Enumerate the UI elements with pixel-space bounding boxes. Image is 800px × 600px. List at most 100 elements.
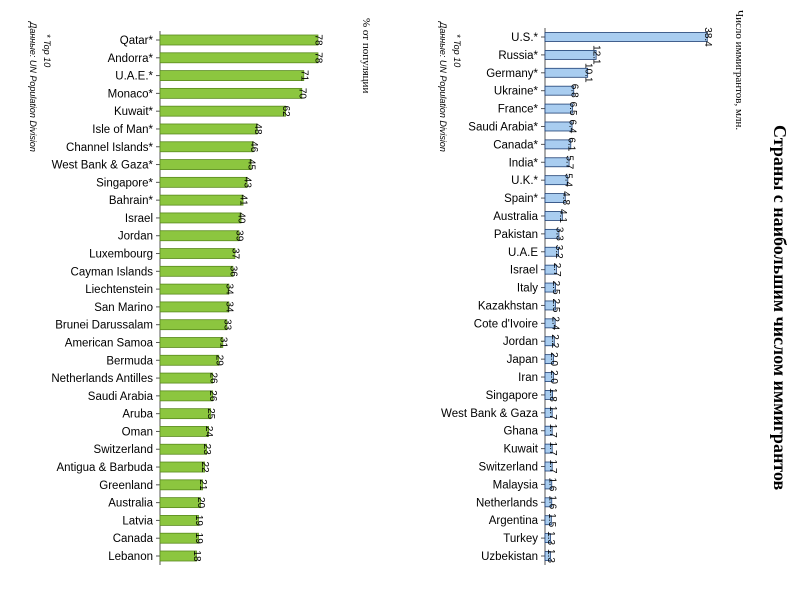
category-label: Pakistan	[494, 229, 538, 241]
category-label: Switzerland	[479, 462, 538, 474]
value-label: 48	[252, 123, 263, 135]
bar	[159, 532, 199, 544]
value-label: 1.7	[547, 406, 558, 420]
bar	[544, 264, 557, 275]
category-label: West Bank & Gaza	[441, 408, 539, 420]
bar	[544, 103, 573, 114]
value-label: 78	[313, 52, 324, 64]
bar	[544, 157, 570, 168]
value-label: 1.7	[547, 424, 558, 438]
value-label: 45	[246, 159, 257, 171]
value-label: 21	[197, 479, 208, 491]
value-label: 1.7	[547, 460, 558, 474]
value-label: 4.8	[560, 191, 571, 205]
category-label: Cayman Islands	[71, 266, 154, 278]
category-label: Turkey	[503, 533, 538, 545]
value-label: 5.7	[564, 155, 575, 169]
value-label: 24	[203, 426, 214, 438]
bar	[159, 123, 258, 135]
category-label: Argentina	[489, 515, 539, 527]
bar	[159, 461, 205, 473]
category-label: Lebanon	[108, 551, 153, 563]
bar	[159, 497, 201, 509]
bar	[159, 70, 305, 81]
value-label: 6.1	[565, 137, 576, 151]
category-label: West Bank & Gaza*	[52, 160, 154, 172]
category-label: Jordan	[503, 336, 538, 348]
value-label: 3.2	[553, 245, 564, 259]
bar	[544, 121, 573, 132]
bar	[544, 228, 560, 239]
category-label: India*	[509, 157, 539, 169]
category-label: Luxembourg	[89, 249, 153, 261]
category-label: Channel Islands*	[66, 142, 153, 154]
category-label: Latvia	[122, 515, 153, 527]
bar	[544, 211, 563, 221]
bar	[544, 318, 556, 329]
bar	[544, 372, 554, 382]
value-label: 2.0	[548, 352, 559, 366]
bar	[159, 354, 220, 366]
category-label: Canada*	[493, 139, 538, 151]
category-label: U.A.E	[508, 247, 538, 259]
bar	[544, 85, 575, 96]
bar	[544, 175, 569, 186]
value-label: 5.4	[562, 173, 573, 187]
bar	[159, 141, 254, 153]
value-label: 25	[205, 408, 216, 420]
bar	[544, 193, 566, 203]
value-label: 23	[201, 444, 212, 456]
category-label: Spain*	[504, 193, 538, 205]
category-label: Netherlands Antilles	[51, 373, 153, 385]
bar	[544, 443, 553, 454]
category-label: Monaco*	[108, 88, 154, 100]
bar	[544, 354, 554, 365]
category-label: Australia	[108, 498, 153, 510]
category-label: Aruba	[122, 409, 153, 421]
value-label: 1.3	[545, 531, 556, 545]
bar	[159, 212, 242, 224]
value-label: 37	[230, 248, 241, 260]
category-label: U.K.*	[511, 175, 538, 187]
value-label: 26	[207, 373, 218, 385]
value-label: 1.7	[547, 442, 558, 456]
value-label: 78	[313, 34, 324, 46]
value-label: 2.5	[550, 298, 561, 312]
value-label: 39	[234, 230, 245, 242]
value-label: 34	[223, 301, 234, 313]
bar	[159, 408, 212, 420]
bar	[159, 479, 203, 491]
category-label: Greenland	[99, 480, 153, 492]
bar	[159, 390, 214, 402]
category-label: Canada	[113, 533, 154, 545]
bar	[159, 337, 224, 348]
category-label: San Marino	[94, 302, 153, 314]
value-label: 29	[213, 355, 224, 367]
value-label: 1.6	[546, 495, 557, 509]
bar	[159, 52, 319, 64]
category-label: Cote d'Ivoire	[474, 318, 538, 330]
value-label: 1.8	[547, 388, 558, 402]
bar	[544, 246, 559, 257]
category-label: Uzbekistan	[481, 551, 538, 563]
category-label: Switzerland	[94, 444, 153, 456]
category-label: Jordan	[118, 231, 153, 243]
value-label: 62	[280, 106, 291, 118]
category-label: Bahrain*	[109, 195, 154, 207]
value-label: 40	[236, 212, 247, 224]
category-label: France*	[498, 104, 539, 116]
category-label: Australia	[493, 211, 538, 223]
value-label: 20	[195, 497, 206, 509]
bar	[159, 105, 286, 117]
value-label: 2.5	[550, 281, 561, 295]
value-label: 19	[193, 533, 204, 545]
bar	[544, 515, 552, 526]
category-label: Bermuda	[106, 355, 153, 367]
value-label: 22	[199, 461, 210, 473]
bar	[159, 550, 197, 562]
value-label: 43	[242, 177, 253, 189]
value-label: 38.4	[702, 27, 713, 47]
bar	[544, 32, 708, 42]
bar	[159, 265, 234, 277]
category-label: Kuwait	[503, 444, 538, 456]
